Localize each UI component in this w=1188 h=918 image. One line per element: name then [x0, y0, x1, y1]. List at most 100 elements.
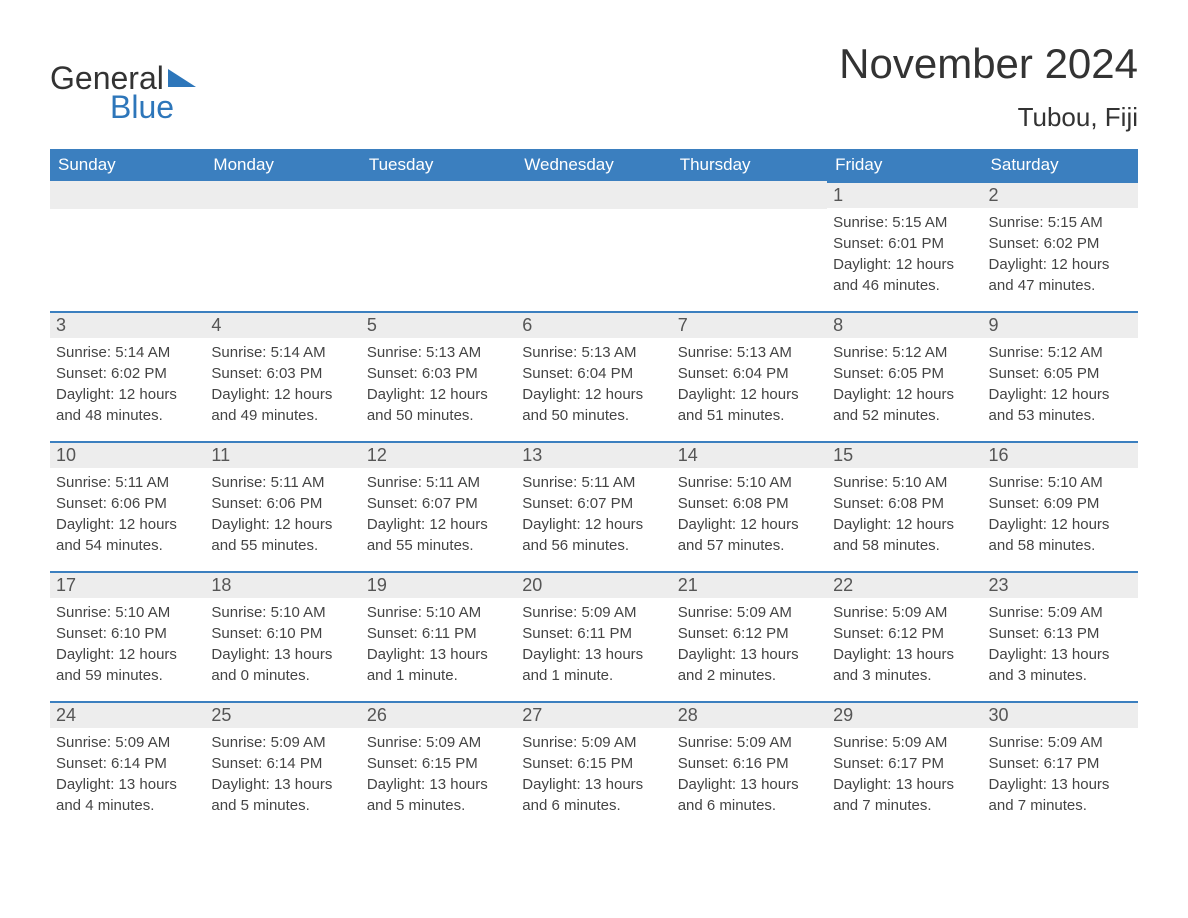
sunrise-text: Sunrise: 5:11 AM — [367, 472, 510, 493]
sunset-text: Sunset: 6:07 PM — [367, 493, 510, 514]
empty-day — [672, 181, 827, 209]
week-row: 17Sunrise: 5:10 AMSunset: 6:10 PMDayligh… — [50, 571, 1138, 701]
day-number: 11 — [205, 441, 360, 468]
calendar-grid: SundayMondayTuesdayWednesdayThursdayFrid… — [50, 149, 1138, 831]
day-cell: 21Sunrise: 5:09 AMSunset: 6:12 PMDayligh… — [672, 571, 827, 701]
day-number: 15 — [827, 441, 982, 468]
day-body: Sunrise: 5:15 AMSunset: 6:02 PMDaylight:… — [983, 208, 1138, 306]
day-number: 3 — [50, 311, 205, 338]
day-number: 23 — [983, 571, 1138, 598]
day-body: Sunrise: 5:09 AMSunset: 6:15 PMDaylight:… — [516, 728, 671, 826]
sunrise-text: Sunrise: 5:09 AM — [989, 602, 1132, 623]
day-number: 16 — [983, 441, 1138, 468]
day-body: Sunrise: 5:11 AMSunset: 6:06 PMDaylight:… — [50, 468, 205, 566]
daylight-text: Daylight: 12 hours and 48 minutes. — [56, 384, 199, 426]
day-number: 2 — [983, 181, 1138, 208]
empty-day — [361, 181, 516, 209]
day-cell: 25Sunrise: 5:09 AMSunset: 6:14 PMDayligh… — [205, 701, 360, 831]
daylight-text: Daylight: 13 hours and 4 minutes. — [56, 774, 199, 816]
sunset-text: Sunset: 6:08 PM — [678, 493, 821, 514]
sunrise-text: Sunrise: 5:12 AM — [833, 342, 976, 363]
sunset-text: Sunset: 6:02 PM — [56, 363, 199, 384]
day-body: Sunrise: 5:13 AMSunset: 6:04 PMDaylight:… — [516, 338, 671, 436]
day-body: Sunrise: 5:10 AMSunset: 6:08 PMDaylight:… — [672, 468, 827, 566]
day-cell: 14Sunrise: 5:10 AMSunset: 6:08 PMDayligh… — [672, 441, 827, 571]
day-number: 29 — [827, 701, 982, 728]
daylight-text: Daylight: 13 hours and 0 minutes. — [211, 644, 354, 686]
location-label: Tubou, Fiji — [839, 102, 1138, 133]
day-number: 28 — [672, 701, 827, 728]
sunset-text: Sunset: 6:16 PM — [678, 753, 821, 774]
day-body: Sunrise: 5:09 AMSunset: 6:11 PMDaylight:… — [516, 598, 671, 696]
day-body: Sunrise: 5:09 AMSunset: 6:14 PMDaylight:… — [205, 728, 360, 826]
brand-word-2: Blue — [110, 89, 174, 126]
daylight-text: Daylight: 12 hours and 46 minutes. — [833, 254, 976, 296]
day-number: 13 — [516, 441, 671, 468]
sunset-text: Sunset: 6:14 PM — [56, 753, 199, 774]
dow-cell: Friday — [827, 149, 982, 181]
sunrise-text: Sunrise: 5:15 AM — [833, 212, 976, 233]
day-cell: 17Sunrise: 5:10 AMSunset: 6:10 PMDayligh… — [50, 571, 205, 701]
sunset-text: Sunset: 6:01 PM — [833, 233, 976, 254]
day-body: Sunrise: 5:13 AMSunset: 6:03 PMDaylight:… — [361, 338, 516, 436]
day-cell: 29 Sunrise: 5:09 AMSunset: 6:17 PMDayligh… — [827, 701, 982, 831]
sunrise-text: Sunrise: 5:10 AM — [367, 602, 510, 623]
page-header: General Blue November 2024 Tubou, Fiji — [50, 40, 1138, 133]
day-cell: 13Sunrise: 5:11 AMSunset: 6:07 PMDayligh… — [516, 441, 671, 571]
daylight-text: Daylight: 12 hours and 55 minutes. — [367, 514, 510, 556]
day-number: 14 — [672, 441, 827, 468]
day-number: 10 — [50, 441, 205, 468]
daylight-text: Daylight: 12 hours and 58 minutes. — [833, 514, 976, 556]
daylight-text: Daylight: 13 hours and 7 minutes. — [833, 774, 976, 816]
sunset-text: Sunset: 6:17 PM — [833, 753, 976, 774]
dow-cell: Tuesday — [361, 149, 516, 181]
daylight-text: Daylight: 12 hours and 47 minutes. — [989, 254, 1132, 296]
month-title: November 2024 — [839, 40, 1138, 88]
week-row: 10Sunrise: 5:11 AMSunset: 6:06 PMDayligh… — [50, 441, 1138, 571]
day-cell: 30Sunrise: 5:09 AMSunset: 6:17 PMDayligh… — [983, 701, 1138, 831]
day-number: 22 — [827, 571, 982, 598]
day-number: 5 — [361, 311, 516, 338]
sunset-text: Sunset: 6:12 PM — [833, 623, 976, 644]
daylight-text: Daylight: 13 hours and 5 minutes. — [211, 774, 354, 816]
sunset-text: Sunset: 6:13 PM — [989, 623, 1132, 644]
sunset-text: Sunset: 6:05 PM — [833, 363, 976, 384]
day-cell: 22Sunrise: 5:09 AMSunset: 6:12 PMDayligh… — [827, 571, 982, 701]
dow-cell: Wednesday — [516, 149, 671, 181]
day-cell: 24Sunrise: 5:09 AMSunset: 6:14 PMDayligh… — [50, 701, 205, 831]
sunrise-text: Sunrise: 5:10 AM — [989, 472, 1132, 493]
daylight-text: Daylight: 13 hours and 1 minute. — [367, 644, 510, 686]
day-number: 27 — [516, 701, 671, 728]
day-number: 21 — [672, 571, 827, 598]
day-body: Sunrise: 5:12 AMSunset: 6:05 PMDaylight:… — [827, 338, 982, 436]
sunset-text: Sunset: 6:11 PM — [522, 623, 665, 644]
sunset-text: Sunset: 6:04 PM — [522, 363, 665, 384]
sunrise-text: Sunrise: 5:12 AM — [989, 342, 1132, 363]
empty-day — [516, 181, 671, 209]
sunrise-text: Sunrise: 5:11 AM — [56, 472, 199, 493]
sunset-text: Sunset: 6:10 PM — [211, 623, 354, 644]
day-cell — [361, 181, 516, 311]
daylight-text: Daylight: 12 hours and 57 minutes. — [678, 514, 821, 556]
sunrise-text: Sunrise: 5:09 AM — [678, 732, 821, 753]
sunset-text: Sunset: 6:04 PM — [678, 363, 821, 384]
sunrise-text: Sunrise: 5:13 AM — [367, 342, 510, 363]
sunrise-text: Sunrise: 5:09 AM — [833, 732, 976, 753]
day-number: 26 — [361, 701, 516, 728]
sunrise-text: Sunrise: 5:10 AM — [56, 602, 199, 623]
day-cell: 6Sunrise: 5:13 AMSunset: 6:04 PMDaylight… — [516, 311, 671, 441]
day-cell — [50, 181, 205, 311]
sunrise-text: Sunrise: 5:13 AM — [678, 342, 821, 363]
daylight-text: Daylight: 12 hours and 59 minutes. — [56, 644, 199, 686]
sunrise-text: Sunrise: 5:14 AM — [56, 342, 199, 363]
day-cell: 8Sunrise: 5:12 AMSunset: 6:05 PMDaylight… — [827, 311, 982, 441]
daylight-text: Daylight: 13 hours and 6 minutes. — [678, 774, 821, 816]
sunset-text: Sunset: 6:07 PM — [522, 493, 665, 514]
daylight-text: Daylight: 12 hours and 52 minutes. — [833, 384, 976, 426]
day-cell: 20Sunrise: 5:09 AMSunset: 6:11 PMDayligh… — [516, 571, 671, 701]
day-body: Sunrise: 5:14 AMSunset: 6:02 PMDaylight:… — [50, 338, 205, 436]
dow-cell: Sunday — [50, 149, 205, 181]
day-number: 8 — [827, 311, 982, 338]
sunrise-text: Sunrise: 5:09 AM — [522, 732, 665, 753]
sunset-text: Sunset: 6:15 PM — [367, 753, 510, 774]
